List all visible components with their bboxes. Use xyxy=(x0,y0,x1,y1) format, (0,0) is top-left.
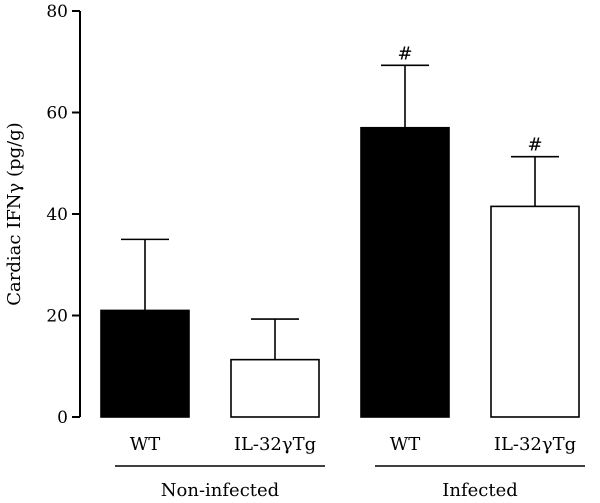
y-tick-label: 20 xyxy=(46,307,68,327)
category-label: IL-32γTg xyxy=(234,434,316,455)
bar xyxy=(100,309,190,418)
category-label: WT xyxy=(390,434,421,455)
bar xyxy=(230,358,320,418)
y-axis-label: Cardiac IFNγ (pg/g) xyxy=(4,122,25,305)
y-tick-label: 40 xyxy=(46,205,68,225)
axes xyxy=(72,10,585,467)
significance-marker: # xyxy=(397,43,412,64)
bar xyxy=(490,205,580,418)
y-tick-label: 60 xyxy=(46,104,68,124)
group-label: Non-infected xyxy=(161,480,279,501)
labels: 0 20 40 60 80 WT IL-32γTg WT # IL-32γTg # Non-infec… xyxy=(46,2,576,501)
category-label: WT xyxy=(130,434,161,455)
bars xyxy=(100,64,580,418)
y-tick-label: 0 xyxy=(57,408,68,428)
bar xyxy=(360,126,450,418)
category-label: IL-32γTg xyxy=(494,434,576,455)
significance-marker: # xyxy=(527,135,542,156)
group-label: Infected xyxy=(442,480,518,501)
y-tick-label: 80 xyxy=(46,2,68,22)
